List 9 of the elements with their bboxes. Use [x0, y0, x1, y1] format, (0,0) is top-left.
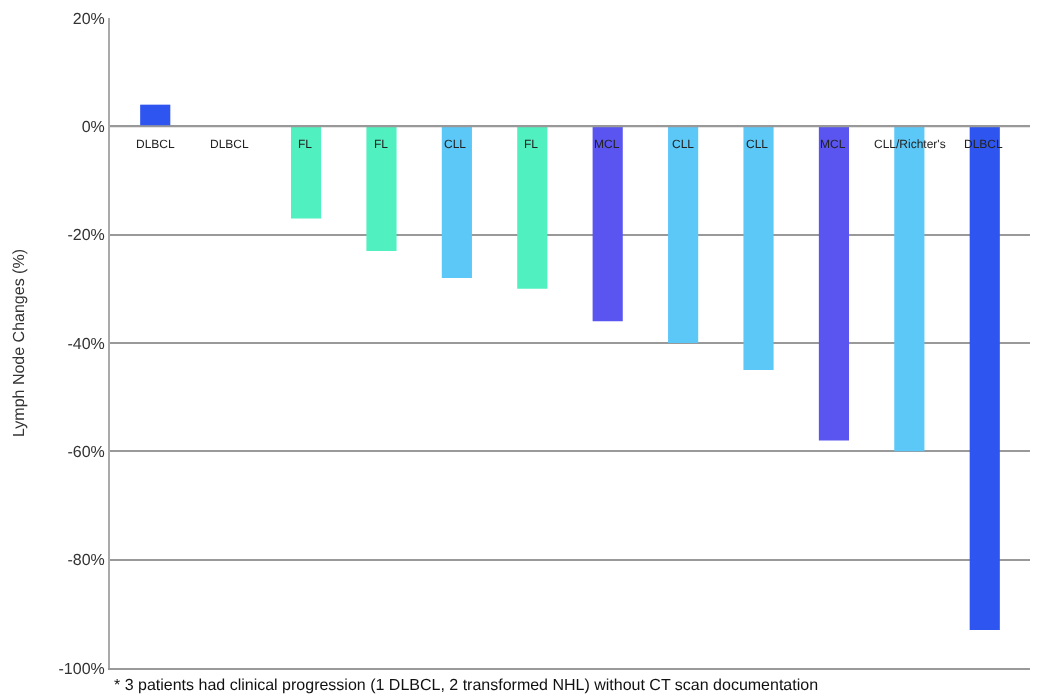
y-tick-label: 20% [72, 9, 105, 28]
text: * 3 patients had clinical progression (1 DLBCL, 2 transformed NHL) without CT scan documentation [114, 676, 819, 694]
y-tick-label: 0% [81, 117, 105, 136]
y-tick-label: -20% [67, 226, 105, 245]
y-tick-label: -100% [58, 659, 105, 678]
y-tick-label: -60% [67, 442, 105, 461]
y-tick-label: -40% [67, 334, 105, 353]
y-axis-title: Lymph Node Changes (%) [9, 248, 28, 437]
y-tick-label: -80% [67, 551, 105, 570]
